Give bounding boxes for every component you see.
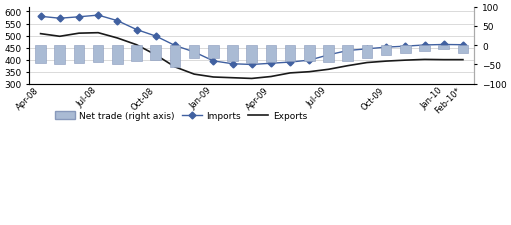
Bar (400, 46, 411, 54)
Bar (150, 46, 161, 61)
Bar (419, 46, 430, 52)
Bar (266, 46, 276, 63)
Legend: Net trade (right axis), Imports, Exports: Net trade (right axis), Imports, Exports (52, 108, 311, 124)
Bar (458, 46, 468, 54)
Bar (381, 46, 391, 56)
Bar (208, 46, 219, 58)
Bar (131, 46, 142, 62)
Bar (285, 46, 295, 61)
Bar (323, 46, 334, 63)
Bar (170, 46, 180, 68)
Bar (246, 46, 257, 64)
Bar (189, 46, 199, 58)
Bar (74, 46, 84, 64)
Bar (93, 46, 103, 63)
Bar (227, 46, 238, 62)
Bar (362, 46, 372, 59)
Bar (342, 46, 353, 61)
Bar (55, 46, 65, 65)
Bar (112, 46, 123, 64)
Bar (304, 46, 315, 61)
Bar (35, 46, 46, 63)
Bar (438, 46, 449, 50)
